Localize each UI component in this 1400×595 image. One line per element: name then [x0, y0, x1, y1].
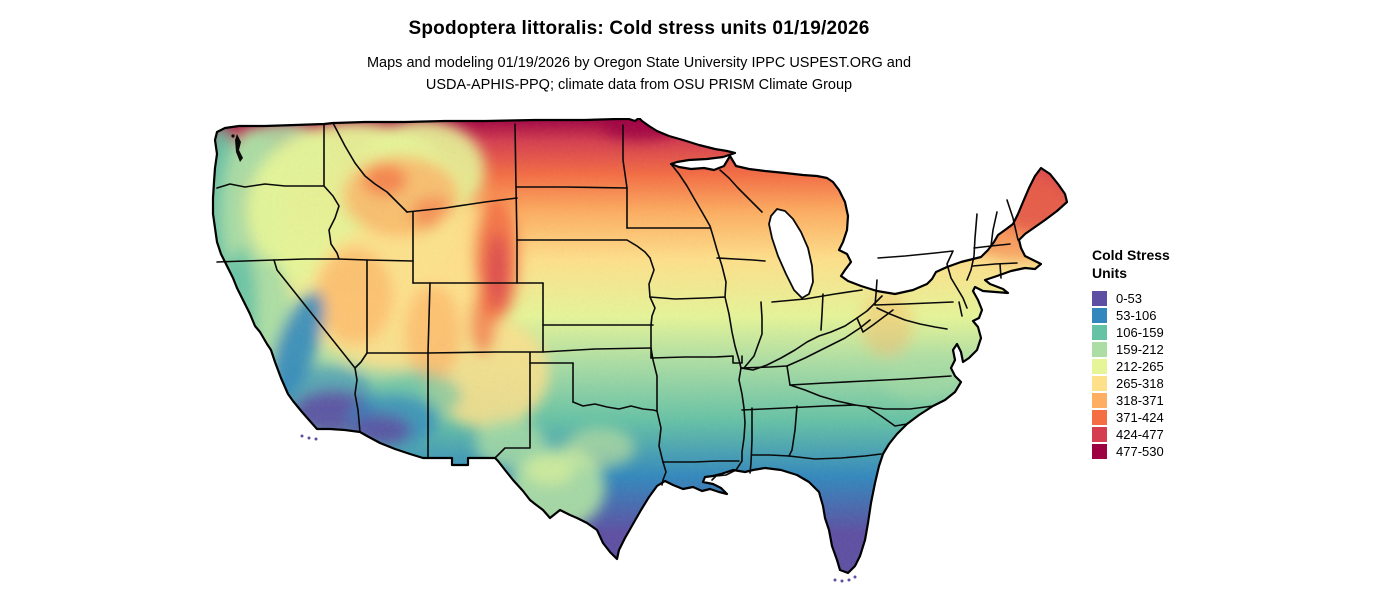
- figure-subtitle: Maps and modeling 01/19/2026 by Oregon S…: [0, 52, 1278, 96]
- legend-title: Cold Stress Units: [1092, 246, 1272, 282]
- raster-layer: [213, 118, 1067, 573]
- legend-title-line-2: Units: [1092, 265, 1127, 281]
- legend-title-line-1: Cold Stress: [1092, 247, 1170, 263]
- us-map-svg: [211, 116, 1069, 583]
- legend-item: 318-371: [1092, 392, 1272, 409]
- subtitle-line-2: USDA-APHIS-PPQ; climate data from OSU PR…: [425, 77, 853, 93]
- legend-swatch: [1092, 308, 1107, 323]
- legend-swatch: [1092, 291, 1107, 306]
- legend-label: 424-477: [1116, 427, 1164, 442]
- channel-islands: [300, 434, 318, 441]
- legend-item: 0-53: [1092, 290, 1272, 307]
- legend-swatch: [1092, 410, 1107, 425]
- legend-label: 212-265: [1116, 359, 1164, 374]
- legend-swatch: [1092, 444, 1107, 459]
- us-cold-stress-map: [205, 116, 1070, 590]
- florida-keys: [833, 575, 857, 583]
- legend: Cold Stress Units 0-53 53-106 106-159 159-2…: [1092, 246, 1272, 460]
- legend-item: 159-212: [1092, 341, 1272, 358]
- legend-label: 265-318: [1116, 376, 1164, 391]
- legend-swatch: [1092, 427, 1107, 442]
- legend-item: 424-477: [1092, 426, 1272, 443]
- legend-item: 265-318: [1092, 375, 1272, 392]
- state-borders: [216, 122, 1019, 486]
- legend-label: 106-159: [1116, 325, 1164, 340]
- puget-sound: [231, 134, 243, 162]
- legend-label: 318-371: [1116, 393, 1164, 408]
- legend-label: 371-424: [1116, 410, 1164, 425]
- legend-swatch: [1092, 376, 1107, 391]
- legend-swatch: [1092, 342, 1107, 357]
- legend-label: 0-53: [1116, 291, 1143, 306]
- legend-swatch: [1092, 325, 1107, 340]
- lake-michigan: [768, 208, 814, 299]
- legend-swatch: [1092, 359, 1107, 374]
- figure-header: Spodoptera littoralis: Cold stress units…: [0, 18, 1278, 96]
- legend-item: 477-530: [1092, 443, 1272, 460]
- legend-item: 212-265: [1092, 358, 1272, 375]
- legend-item: 53-106: [1092, 307, 1272, 324]
- legend-swatch: [1092, 393, 1107, 408]
- legend-item: 371-424: [1092, 409, 1272, 426]
- legend-label: 53-106: [1116, 308, 1157, 323]
- legend-label: 159-212: [1116, 342, 1164, 357]
- us-outline: [211, 116, 1069, 575]
- subtitle-line-1: Maps and modeling 01/19/2026 by Oregon S…: [366, 55, 912, 71]
- legend-item: 106-159: [1092, 324, 1272, 341]
- figure-title: Spodoptera littoralis: Cold stress units…: [408, 18, 870, 39]
- legend-label: 477-530: [1116, 444, 1164, 459]
- legend-items: 0-53 53-106 106-159 159-212 212-265 265-318 31…: [1092, 290, 1272, 460]
